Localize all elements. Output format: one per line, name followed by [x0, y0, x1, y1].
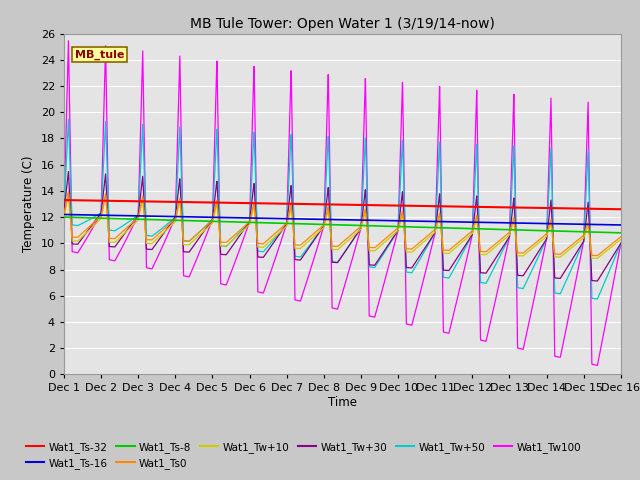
Wat1_Ts-16	[546, 221, 554, 227]
Wat1_Tw+30	[617, 240, 625, 246]
Wat1_Tw+10	[65, 191, 72, 197]
Wat1_Tw+50	[298, 252, 306, 258]
Y-axis label: Temperature (C): Temperature (C)	[22, 156, 35, 252]
Line: Wat1_Tw+50: Wat1_Tw+50	[64, 119, 621, 299]
X-axis label: Time: Time	[328, 396, 357, 409]
Wat1_Tw+10	[298, 244, 306, 250]
Wat1_Tw+50	[606, 266, 614, 272]
Wat1_Tw+30	[546, 205, 554, 211]
Wat1_Ts0	[157, 229, 164, 235]
Wat1_Ts-8	[546, 228, 554, 234]
Wat1_Ts-8	[274, 220, 282, 226]
Wat1_Tw+30	[274, 234, 282, 240]
Wat1_Tw+50	[274, 232, 282, 238]
Wat1_Ts-8	[60, 214, 68, 220]
Wat1_Ts0	[298, 241, 306, 247]
Wat1_Ts-8	[606, 229, 614, 235]
Wat1_Ts-16	[124, 213, 131, 218]
Wat1_Ts-32	[274, 201, 282, 206]
Wat1_Ts0	[593, 253, 601, 259]
Wat1_Ts-16	[617, 222, 625, 228]
Wat1_Ts0	[60, 212, 68, 217]
Wat1_Tw100	[546, 125, 554, 131]
Wat1_Tw+50	[593, 296, 601, 302]
Wat1_Ts-8	[124, 216, 131, 222]
Wat1_Tw+50	[617, 240, 625, 246]
Wat1_Tw+10	[593, 255, 601, 261]
Wat1_Tw100	[606, 297, 614, 302]
Wat1_Tw+30	[65, 168, 72, 174]
Wat1_Tw+30	[606, 258, 614, 264]
Wat1_Tw+30	[60, 208, 68, 214]
Wat1_Ts0	[274, 228, 282, 234]
Wat1_Ts0	[65, 188, 72, 194]
Line: Wat1_Ts0: Wat1_Ts0	[64, 191, 621, 256]
Wat1_Tw+30	[298, 255, 306, 261]
Wat1_Tw100	[298, 294, 306, 300]
Wat1_Tw100	[60, 208, 68, 214]
Line: Wat1_Ts-8: Wat1_Ts-8	[64, 217, 621, 233]
Wat1_Tw+10	[60, 214, 68, 220]
Wat1_Tw+50	[124, 220, 132, 226]
Line: Wat1_Ts-16: Wat1_Ts-16	[64, 215, 621, 225]
Title: MB Tule Tower: Open Water 1 (3/19/14-now): MB Tule Tower: Open Water 1 (3/19/14-now…	[190, 17, 495, 31]
Wat1_Tw+10	[546, 223, 554, 229]
Wat1_Tw+50	[157, 227, 164, 232]
Wat1_Tw+10	[124, 227, 132, 233]
Legend: Wat1_Ts-32, Wat1_Ts-16, Wat1_Ts-8, Wat1_Ts0, Wat1_Tw+10, Wat1_Tw+30, Wat1_Tw+50,: Wat1_Ts-32, Wat1_Ts-16, Wat1_Ts-8, Wat1_…	[22, 438, 586, 473]
Wat1_Ts-16	[274, 216, 282, 221]
Wat1_Ts-32	[298, 201, 305, 207]
Wat1_Ts0	[606, 242, 614, 248]
Wat1_Ts-8	[617, 230, 625, 236]
Wat1_Ts0	[546, 220, 554, 226]
Wat1_Ts0	[124, 224, 132, 230]
Wat1_Tw+30	[157, 235, 164, 240]
Wat1_Tw100	[274, 249, 282, 254]
Text: MB_tule: MB_tule	[75, 49, 125, 60]
Wat1_Ts-16	[157, 214, 164, 219]
Wat1_Ts-16	[606, 222, 614, 228]
Wat1_Tw+50	[65, 116, 72, 122]
Wat1_Tw100	[124, 234, 132, 240]
Wat1_Tw+50	[546, 164, 554, 170]
Wat1_Tw+30	[124, 227, 132, 232]
Wat1_Tw100	[617, 240, 625, 246]
Wat1_Tw+10	[157, 232, 164, 238]
Wat1_Ts-32	[617, 206, 625, 212]
Wat1_Ts-32	[60, 197, 68, 203]
Wat1_Tw+30	[593, 278, 601, 284]
Wat1_Ts-8	[157, 217, 164, 223]
Wat1_Tw+10	[274, 231, 282, 237]
Wat1_Tw100	[157, 248, 164, 253]
Wat1_Tw100	[593, 362, 601, 368]
Wat1_Ts-32	[606, 206, 614, 212]
Wat1_Ts-8	[298, 221, 305, 227]
Wat1_Ts-16	[298, 216, 305, 222]
Wat1_Ts-32	[157, 199, 164, 204]
Line: Wat1_Ts-32: Wat1_Ts-32	[64, 200, 621, 209]
Line: Wat1_Tw+30: Wat1_Tw+30	[64, 171, 621, 281]
Wat1_Ts-32	[546, 205, 554, 211]
Wat1_Tw+10	[606, 245, 614, 251]
Wat1_Ts0	[617, 234, 625, 240]
Line: Wat1_Tw+10: Wat1_Tw+10	[64, 194, 621, 258]
Wat1_Ts-32	[124, 198, 131, 204]
Line: Wat1_Tw100: Wat1_Tw100	[64, 41, 621, 365]
Wat1_Tw+10	[617, 237, 625, 242]
Wat1_Tw+50	[60, 208, 68, 214]
Wat1_Tw100	[65, 38, 72, 44]
Wat1_Ts-16	[60, 212, 68, 217]
